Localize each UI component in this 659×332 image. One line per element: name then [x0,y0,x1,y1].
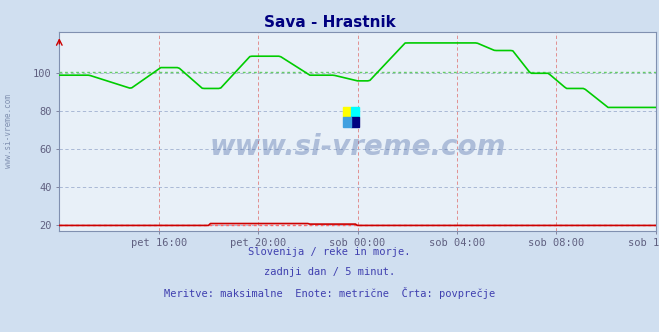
FancyBboxPatch shape [343,117,351,127]
Text: www.si-vreme.com: www.si-vreme.com [4,94,13,168]
Text: zadnji dan / 5 minut.: zadnji dan / 5 minut. [264,267,395,277]
Text: Sava - Hrastnik: Sava - Hrastnik [264,15,395,30]
Text: Meritve: maksimalne  Enote: metrične  Črta: povprečje: Meritve: maksimalne Enote: metrične Črta… [164,287,495,299]
FancyBboxPatch shape [343,107,351,117]
FancyBboxPatch shape [351,117,359,127]
Text: www.si-vreme.com: www.si-vreme.com [210,133,505,161]
FancyBboxPatch shape [351,107,359,117]
Text: Slovenija / reke in morje.: Slovenija / reke in morje. [248,247,411,257]
